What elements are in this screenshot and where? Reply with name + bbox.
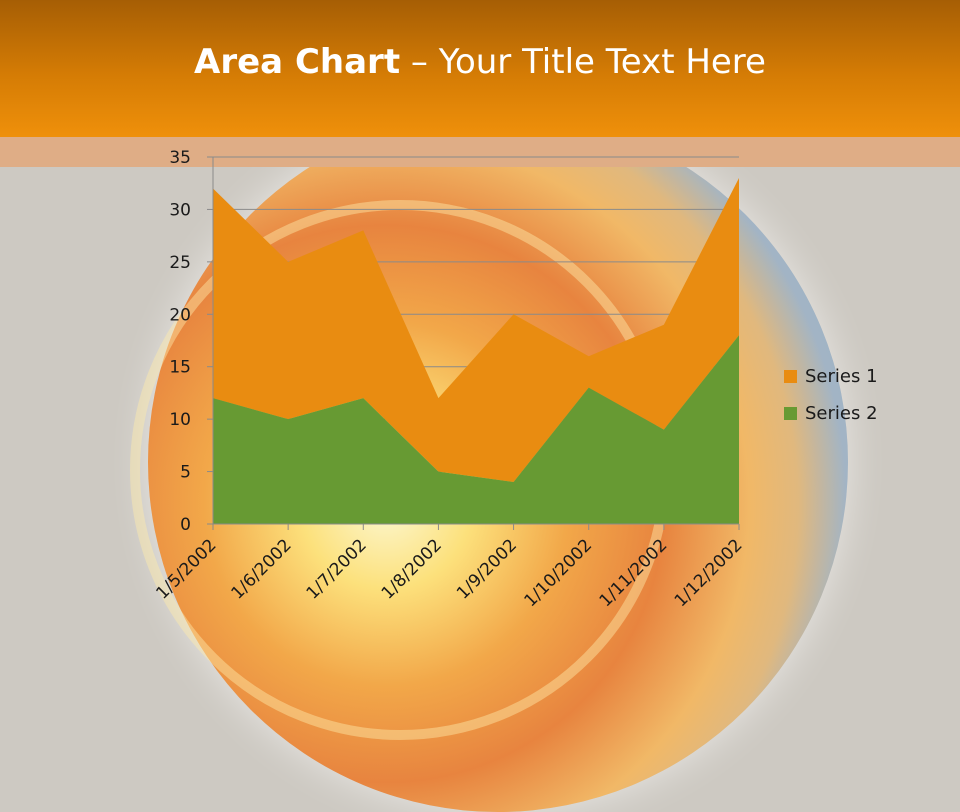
y-tick-label: 20 [169,305,191,325]
x-tick-label: 1/9/2002 [453,535,521,603]
slide-title-rest: – Your Title Text Here [400,42,766,82]
legend-item-series-1: Series 1 [784,358,878,395]
y-tick-label: 25 [169,253,191,273]
legend-swatch-series-2 [784,407,797,420]
title-bar-band [0,137,960,167]
legend-swatch-series-1 [784,370,797,383]
legend-label-series-1: Series 1 [805,366,878,387]
y-tick-label: 5 [180,463,191,483]
x-tick-label: 1/6/2002 [228,535,296,603]
x-tick-label: 1/5/2002 [152,535,220,603]
y-tick-label: 35 [169,148,191,168]
x-tick-label: 1/11/2002 [596,535,672,611]
legend-item-series-2: Series 2 [784,395,878,432]
slide-title-bold: Area Chart [194,42,401,82]
x-tick-label: 1/8/2002 [378,535,446,603]
y-tick-label: 0 [180,515,191,535]
y-tick-label: 30 [169,200,191,220]
legend-label-series-2: Series 2 [805,403,878,424]
title-bar [0,0,960,137]
axes [207,156,740,530]
y-tick-label: 10 [169,410,191,430]
areas [213,177,739,524]
x-tick-label: 1/12/2002 [671,535,747,611]
area-series-2 [213,335,739,524]
legend: Series 1 Series 2 [784,358,878,432]
x-tick-label: 1/10/2002 [520,535,596,611]
y-tick-label: 15 [169,358,191,378]
slide-title: Area Chart – Your Title Text Here [0,40,960,84]
area-series-1 [213,177,739,483]
x-tick-label: 1/7/2002 [303,535,371,603]
